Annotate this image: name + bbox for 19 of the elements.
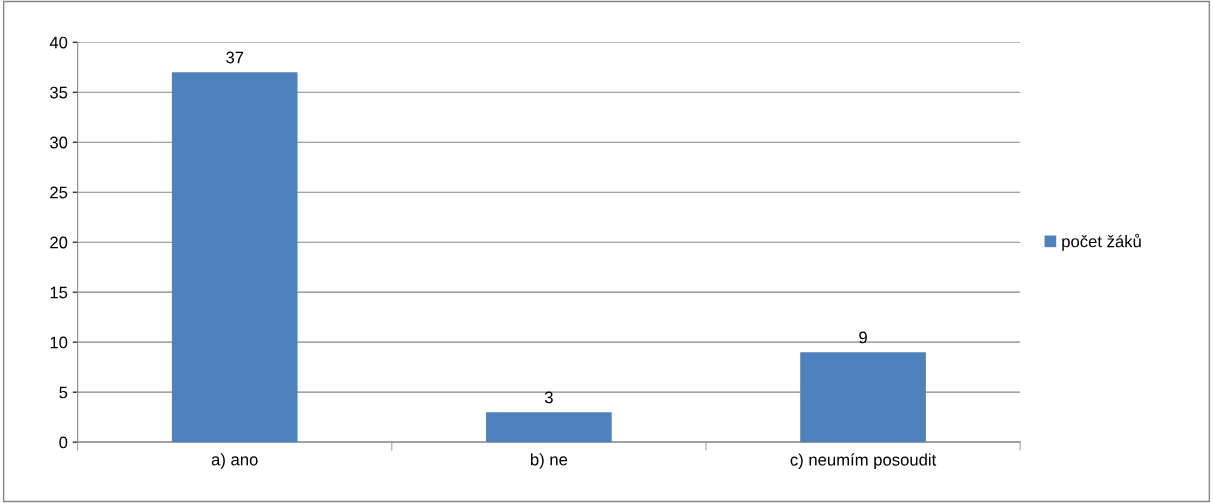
legend-label: počet žáků [1062,233,1141,251]
y-tick-label: 40 [49,36,68,49]
bar [800,352,926,443]
data-label: 3 [544,391,553,404]
bar [486,412,612,443]
y-tick-label: 5 [59,386,68,399]
x-tick-label: c) neumím posoudit [790,453,937,469]
y-tick-label: 30 [50,136,68,149]
y-tick-label: 20 [50,236,68,249]
x-tick-label: a) ano [211,453,258,469]
bar [171,72,298,443]
y-tick-label: 0 [59,436,68,449]
y-tick-label: 15 [50,286,68,299]
y-tick-label: 10 [50,336,68,349]
data-label: 37 [226,51,244,64]
data-label: 9 [859,331,867,344]
y-tick-label: 35 [50,86,68,99]
x-tick-label: b) ne [530,453,568,469]
y-tick-label: 25 [50,186,68,199]
